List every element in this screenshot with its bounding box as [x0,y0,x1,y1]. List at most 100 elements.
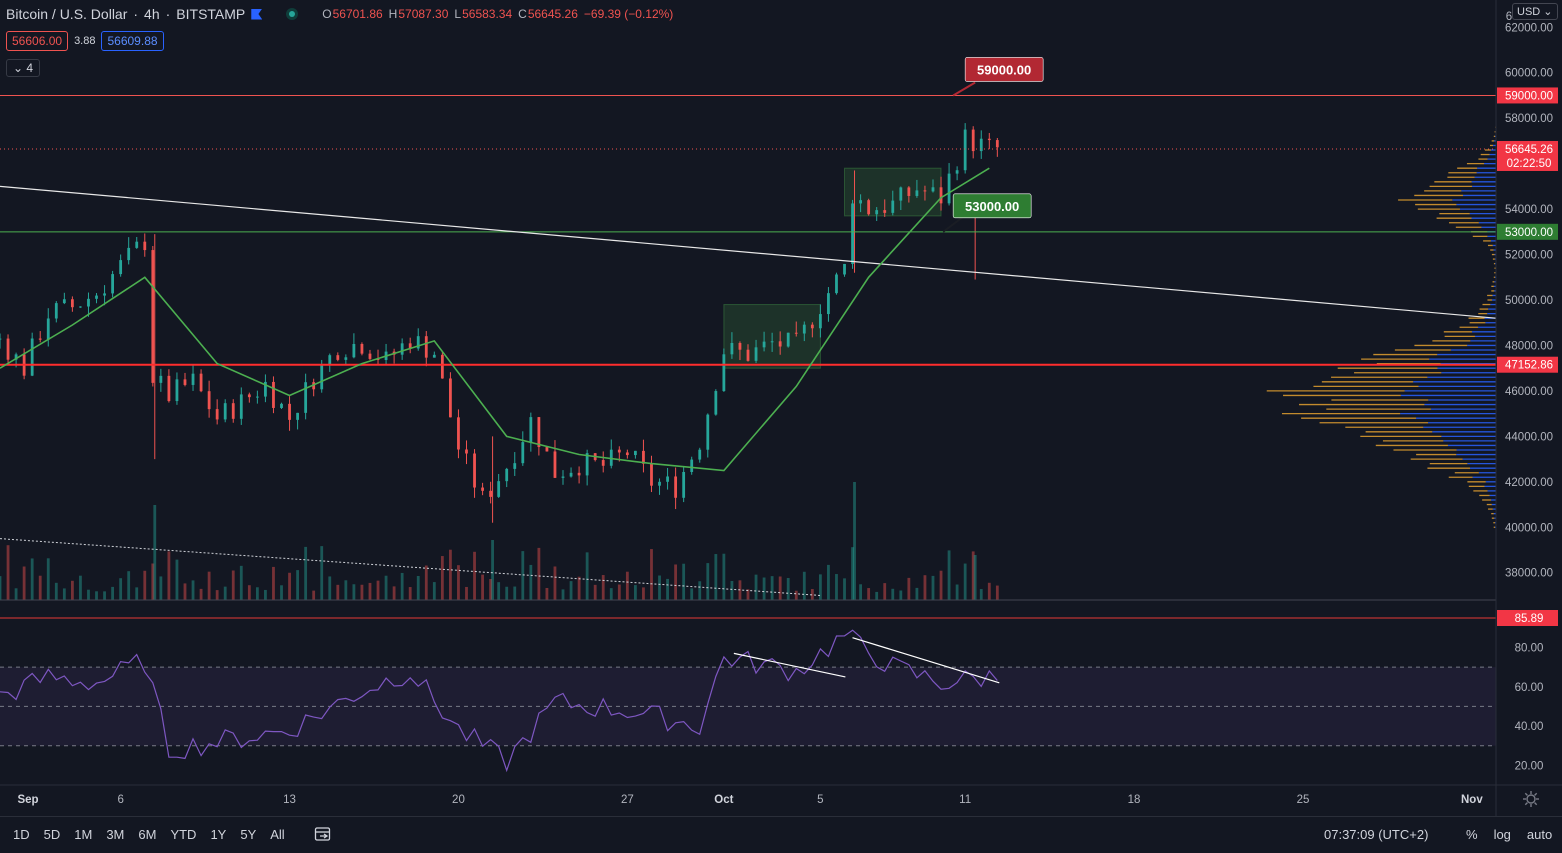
price-axis[interactable]: 62000.00 60000.00 58000.00 54000.00 52000.00… [0,0,1562,816]
candle-body [650,463,653,486]
time-axis-label: 18 [1128,794,1141,806]
candle-body [810,324,814,329]
support-callout-label: 53000.00 [965,199,1019,214]
candle-body [851,203,854,264]
sell-price-button[interactable]: 56606.00 [6,31,69,51]
volume-bar [384,575,388,600]
candle-body [722,354,726,392]
range-button-6m[interactable]: 6M [138,827,157,842]
volume-bar [465,586,468,600]
last-price-badge: 56645.26 [1505,144,1553,156]
volume-bar [521,551,525,600]
log-scale-toggle[interactable]: log [1493,827,1511,842]
range-button-3m[interactable]: 3M [106,827,125,842]
candle-body [698,449,702,460]
candle-body [255,396,259,398]
volume-bar [79,575,82,600]
candle-body [867,200,871,215]
support-price-badge-bg [1497,223,1558,240]
symbol-name[interactable]: Bitcoin / U.S. Dollar [6,6,128,22]
candle-body [432,354,436,358]
candle-body [54,303,58,319]
ohlc-values: O56701.86 H57087.30 L56583.34 C56645.26 … [322,7,674,21]
candle-body [223,403,227,420]
key-level-badge: 47152.86 [1505,360,1553,372]
volume-bar [38,575,42,600]
range-button-5d[interactable]: 5D [43,827,61,842]
buy-price-button[interactable]: 56609.88 [101,31,164,51]
indicators-count: 4 [26,61,34,75]
range-button-ytd[interactable]: YTD [170,827,197,842]
auto-scale-toggle[interactable]: auto [1526,827,1553,842]
price-axis-label: 54000.00 [1505,204,1553,216]
volume-bar [199,588,203,600]
candle-body [802,324,806,334]
volume-bar [344,580,348,600]
volume-bar [143,570,147,600]
symbol-header[interactable]: Bitcoin / U.S. Dollar · 4h · BITSTAMP O5… [6,4,673,24]
volume-bar [0,576,2,600]
volume-bar [312,590,316,600]
candle-body [247,394,251,398]
volume-bar [891,588,895,600]
candle-body [143,241,147,251]
volume-bar [207,571,211,600]
percent-scale-toggle[interactable]: % [1466,827,1478,842]
settings-gear-icon[interactable] [1522,790,1540,808]
candle-body [304,382,308,413]
exchange-label: BITSTAMP [176,6,246,22]
volume-bar [853,482,856,600]
currency-select[interactable]: USD ⌄ [1512,3,1558,20]
candle-body [633,450,637,456]
volume-bar [722,553,726,600]
volume-bar [183,583,187,600]
volume-bar [577,576,581,600]
volume-bar [46,558,50,600]
volume-bar [127,571,131,600]
candle-body [296,412,299,420]
support-price-badge: 53000.00 [1505,227,1553,239]
interval-label[interactable]: 4h [144,6,160,22]
candle-body [376,358,380,360]
range-button-5y[interactable]: 5Y [240,827,257,842]
candle-body [328,355,332,365]
candle-body [199,373,203,392]
candle-body [762,341,766,348]
range-button-all[interactable]: All [270,827,285,842]
rsi-value-badge: 85.89 [1515,613,1544,625]
candle-body [264,381,267,397]
price-axis-label: 44000.00 [1505,431,1553,443]
volume-bar [955,584,959,600]
candle-body [424,336,428,358]
candle-body [915,190,919,196]
candle-body [537,417,541,448]
volume-bar [973,555,977,600]
chart-overlays: 59000.00 53000.00 [0,57,1497,596]
candle-body [167,375,171,402]
candle-body [714,391,718,415]
range-button-1d[interactable]: 1D [13,827,30,842]
candle-body [931,187,935,192]
market-status-icon[interactable] [286,8,299,20]
timezone-clock[interactable]: 07:37:09 (UTC+2) [1324,827,1429,842]
volume-bar [730,580,734,600]
indicators-toggle-button[interactable]: ⌄ 4 [6,59,41,77]
rsi-axis-label: 20.00 [1515,760,1544,772]
scale-options: % log auto [1466,827,1552,842]
candle-body [521,442,525,464]
go-to-date-icon[interactable] [314,826,332,842]
candle-body [827,293,830,315]
symbol-separator: · [165,6,171,22]
candle-body [585,453,589,476]
price-axis-label: 58000.00 [1505,113,1553,125]
volume-bar [714,554,718,600]
volume-bar [786,577,790,600]
candle-body [682,471,686,498]
volume-bar [424,565,428,600]
range-button-1m[interactable]: 1M [74,827,93,842]
price-axis-label: 60000.00 [1505,68,1553,80]
candle-body [231,403,235,419]
volume-bar [505,586,509,600]
range-button-1y[interactable]: 1Y [210,827,227,842]
